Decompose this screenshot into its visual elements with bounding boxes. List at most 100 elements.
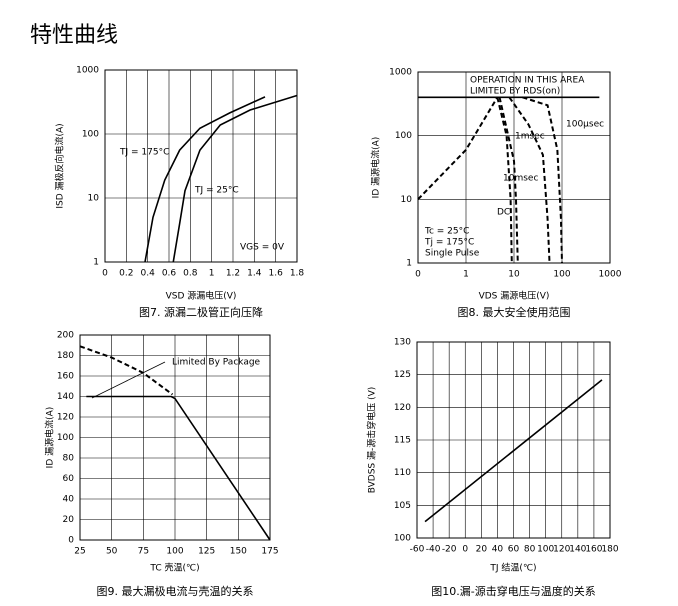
series-line: [144, 96, 266, 263]
plot-frame: [104, 69, 298, 263]
annotation: 100μsec: [566, 120, 604, 130]
y-tick-label: 115: [394, 436, 411, 446]
y-axis-label: ID 漏源电流(A): [44, 407, 56, 469]
x-tick-label: 1.4: [247, 269, 262, 279]
chart-caption: 图9. 最大漏极电流与壳温的关系: [97, 584, 254, 598]
x-tick-label: 0.6: [162, 269, 177, 279]
x-tick-label: -20: [442, 545, 457, 555]
series-line: [498, 97, 519, 264]
series-line: [86, 395, 271, 541]
series-line: [417, 96, 499, 201]
y-tick-label: 1: [93, 258, 99, 268]
x-tick-label: 0.4: [141, 269, 156, 279]
y-tick-label: 80: [63, 454, 75, 464]
series-line: [508, 96, 551, 264]
x-axis-label: VDS 漏源电压(V): [479, 290, 550, 302]
y-tick-label: 130: [394, 338, 411, 348]
x-tick-label: 0: [415, 270, 421, 280]
chart-caption: 图8. 最大安全使用范围: [458, 305, 571, 319]
series-line: [496, 97, 513, 264]
x-tick-label: 125: [198, 547, 215, 557]
annotation: 1msec: [515, 132, 545, 142]
x-tick-label: 1.6: [269, 269, 284, 279]
annotation: VGS = 0V: [240, 243, 285, 253]
y-tick-label: 1000: [76, 66, 99, 76]
y-tick-label: 100: [57, 433, 74, 443]
x-tick-label: -40: [426, 545, 441, 555]
annotation: OPERATION IN THIS AREA: [470, 76, 585, 86]
x-tick-label: 120: [553, 545, 570, 555]
x-tick-label: 100: [553, 270, 570, 280]
y-tick-label: 140: [57, 392, 74, 402]
x-tick-label: 0: [462, 545, 468, 555]
y-tick-label: 125: [394, 370, 411, 380]
x-tick-label: 140: [569, 545, 586, 555]
x-tick-label: 1000: [599, 270, 622, 280]
leader-line: [91, 361, 166, 399]
y-axis-label: ISD 漏极反向电流(A): [54, 123, 66, 208]
x-tick-label: 20: [476, 545, 488, 555]
annotation: TJ = 175°C: [119, 148, 169, 158]
x-tick-label: -60: [410, 545, 425, 555]
y-tick-label: 10: [401, 195, 413, 205]
x-tick-label: 1: [209, 269, 215, 279]
annotation: LIMITED BY RDS(on): [470, 87, 560, 97]
y-tick-label: 110: [394, 468, 411, 478]
x-tick-label: 1.8: [290, 269, 305, 279]
y-axis-label: BVDSS 漏-源击穿电压 (V): [366, 387, 378, 494]
x-tick-label: 160: [585, 545, 602, 555]
y-tick-label: 10: [88, 194, 100, 204]
x-tick-label: 80: [524, 545, 536, 555]
x-tick-label: 25: [74, 547, 85, 557]
x-tick-label: 100: [537, 545, 554, 555]
y-tick-label: 100: [394, 534, 411, 544]
y-tick-label: 0: [68, 536, 74, 546]
x-axis-label: TJ 结温(℃): [489, 562, 536, 574]
x-tick-label: 0: [102, 269, 108, 279]
x-tick-label: 180: [601, 545, 618, 555]
x-tick-label: 0.8: [183, 269, 198, 279]
annotation: Tc = 25°C: [424, 227, 469, 237]
chart-caption: 图10.漏-源击穿电压与温度的关系: [431, 584, 595, 598]
x-tick-label: 75: [138, 547, 149, 557]
y-tick-label: 60: [63, 474, 75, 484]
y-tick-label: 120: [394, 403, 411, 413]
x-axis-label: TC 壳温(℃): [149, 562, 199, 574]
series-line: [172, 94, 298, 263]
y-tick-label: 40: [63, 495, 75, 505]
x-tick-label: 10: [508, 270, 520, 280]
x-tick-label: 60: [508, 545, 520, 555]
series-line: [522, 96, 563, 264]
y-tick-label: 20: [63, 515, 75, 525]
annotation: 10msec: [503, 174, 538, 184]
annotation: Tj = 175°C: [424, 238, 474, 248]
y-tick-label: 105: [394, 501, 411, 511]
y-tick-label: 100: [82, 130, 99, 140]
x-tick-label: 0.2: [119, 269, 133, 279]
x-tick-label: 175: [261, 547, 278, 557]
annotation: Limited By Package: [172, 358, 261, 368]
series-line: [79, 345, 174, 396]
x-tick-label: 150: [230, 547, 247, 557]
chart-caption: 图7. 源漏二极管正向压降: [139, 305, 263, 319]
x-tick-label: 50: [106, 547, 118, 557]
y-axis-label: ID 漏源电流(A): [370, 137, 382, 199]
y-tick-label: 180: [57, 351, 74, 361]
annotation: TJ = 25°C: [194, 186, 239, 196]
y-tick-label: 120: [57, 413, 74, 423]
x-tick-label: 1.2: [226, 269, 240, 279]
y-tick-label: 1: [406, 259, 412, 269]
y-tick-label: 160: [57, 372, 74, 382]
series-line: [424, 379, 603, 523]
x-axis-label: VSD 源漏电压(V): [166, 290, 237, 302]
annotation: Single Pulse: [425, 249, 480, 259]
y-tick-label: 200: [57, 331, 74, 341]
y-tick-label: 100: [395, 131, 412, 141]
x-tick-label: 100: [166, 547, 183, 557]
x-tick-label: 1: [463, 270, 469, 280]
y-tick-label: 1000: [389, 68, 412, 78]
x-tick-label: 40: [492, 545, 504, 555]
page-title: 特性曲线: [30, 23, 118, 48]
annotation: DC: [497, 208, 510, 218]
